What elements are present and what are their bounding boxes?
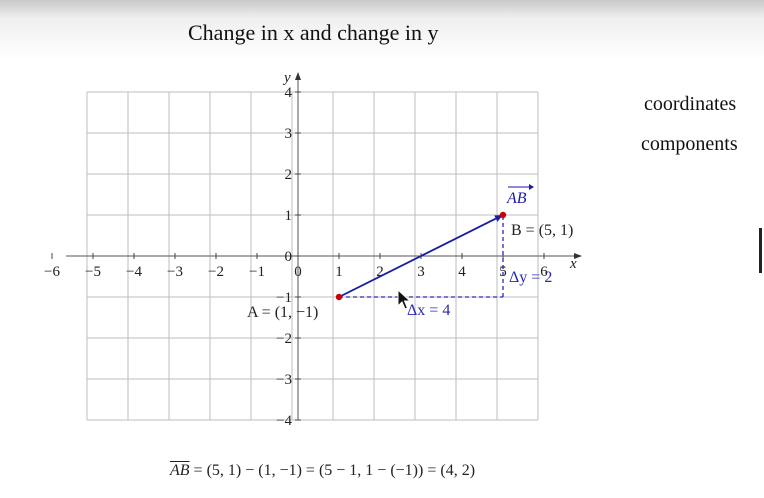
vector-formula: AB = (5, 1) − (1, −1) = (5 − 1, 1 − (−1)… — [170, 462, 475, 480]
y-tick-label: 3 — [285, 126, 293, 142]
y-axis-arrowhead — [295, 72, 301, 80]
vector-ab — [338, 217, 497, 298]
y-tick-label: 4 — [285, 85, 293, 101]
y-tick-label: −3 — [276, 372, 292, 388]
x-ticks: −6−5−4−3−2−10123456 — [44, 253, 548, 280]
point-b-label: B = (5, 1) — [511, 222, 573, 239]
point-b — [499, 211, 507, 219]
vector-ab-label-text: AB — [506, 190, 527, 207]
x-tick-label: −4 — [126, 264, 142, 280]
vector-ab-label-arrow-tip — [529, 184, 534, 190]
x-tick-label: −6 — [44, 264, 60, 280]
x-tick-label: 3 — [417, 264, 425, 280]
x-tick-label: −3 — [167, 264, 183, 280]
x-axis-arrowhead — [574, 253, 582, 259]
x-tick-label: −5 — [85, 264, 101, 280]
y-tick-label: 1 — [285, 208, 293, 224]
y-axis-label: y — [282, 70, 291, 86]
axes: x y — [66, 70, 582, 420]
top-shade — [0, 0, 764, 60]
x-tick-label: 0 — [294, 264, 302, 280]
formula-text: = (5, 1) − (1, −1) = (5 − 1, 1 − (−1)) =… — [193, 462, 476, 479]
x-tick-label: 1 — [335, 264, 343, 280]
x-tick-label: 4 — [458, 264, 466, 280]
x-tick-label: −1 — [249, 264, 265, 280]
point-a — [335, 293, 343, 301]
y-tick-label: 0 — [285, 249, 293, 265]
y-tick-label: −4 — [276, 413, 292, 429]
mouse-cursor-icon — [397, 289, 412, 310]
x-axis-label: x — [569, 256, 577, 272]
x-tick-label: 2 — [376, 264, 384, 280]
page-title: Change in x and change in y — [188, 20, 439, 45]
delta-guides: Δx = 4 Δy = 2 — [339, 215, 552, 319]
vector-ab-label: AB — [506, 184, 534, 207]
x-tick-label: 6 — [540, 264, 548, 280]
delta-y-label: Δy = 2 — [509, 269, 552, 286]
y-tick-label: −2 — [276, 331, 292, 347]
y-tick-label: −1 — [276, 290, 292, 306]
x-tick-label: −2 — [208, 264, 224, 280]
scroll-edge-bar[interactable] — [759, 228, 762, 273]
menu-item-coordinates[interactable]: coordinates — [644, 93, 737, 115]
y-tick-label: 2 — [285, 167, 293, 183]
menu-item-components[interactable]: components — [641, 133, 738, 155]
point-a-label: A = (1, −1) — [247, 304, 318, 321]
delta-x-label: Δx = 4 — [407, 302, 450, 319]
formula-vector: AB — [170, 462, 190, 479]
